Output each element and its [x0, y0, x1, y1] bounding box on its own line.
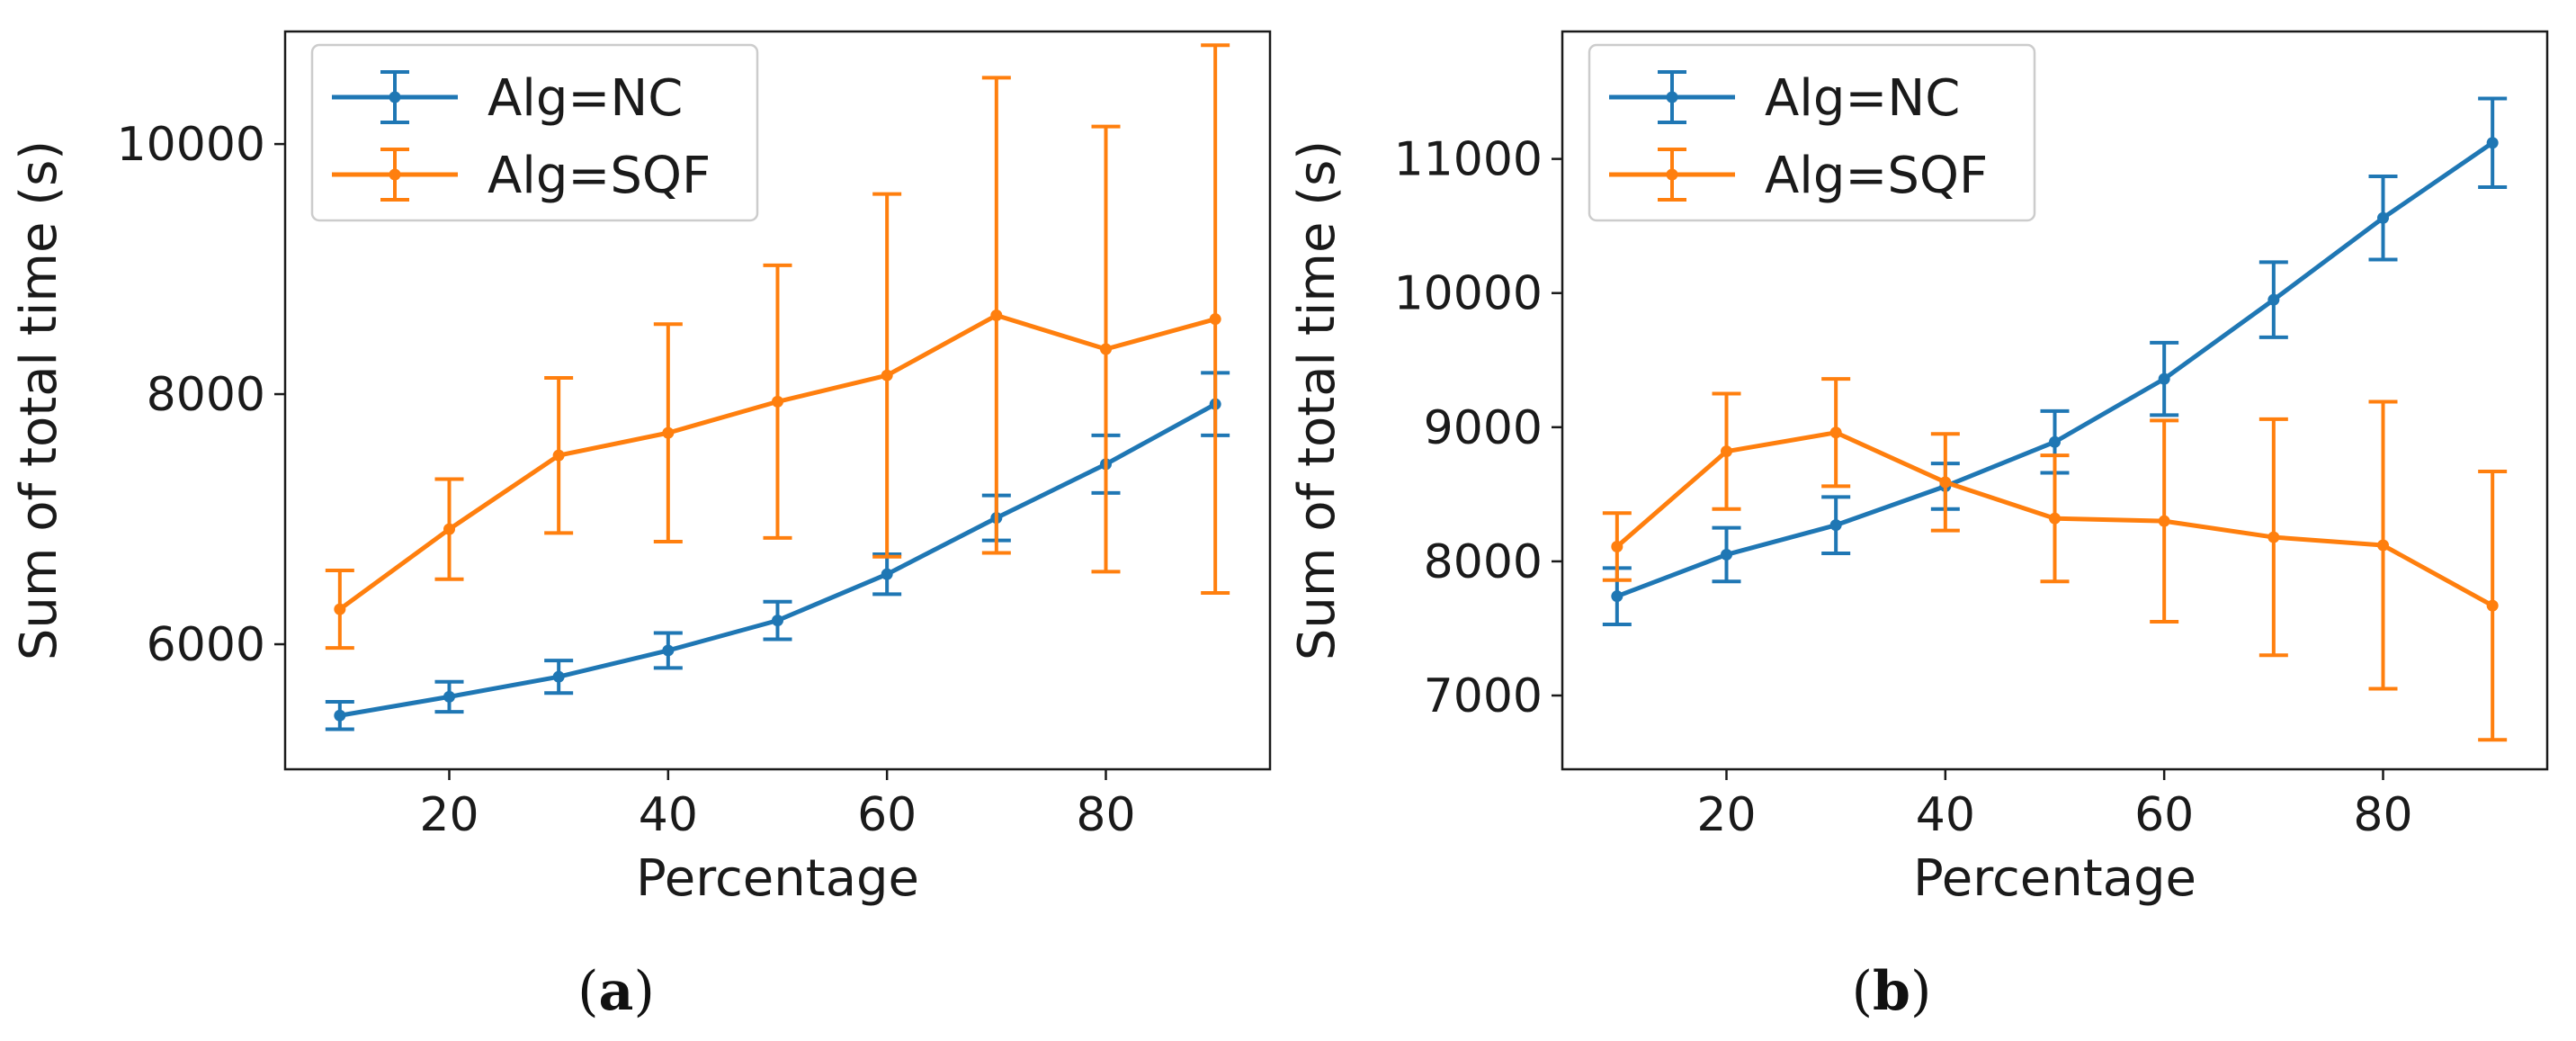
x-tick-label: 40	[639, 788, 698, 842]
plot-frame	[1561, 30, 2549, 771]
data-point	[662, 426, 675, 439]
panel-caption-letter: b	[1873, 960, 1910, 1023]
chart-panel-b: 20 40 60 80 7000 8000 9000 10000 11000 Percentage…	[1288, 30, 2549, 1023]
legend-marker	[1666, 91, 1678, 103]
legend-item: Alg=SQF	[1609, 147, 1988, 205]
data-point	[1611, 590, 1623, 603]
legend-item: Alg=SQF	[332, 147, 711, 205]
data-point	[334, 603, 346, 615]
data-point	[2158, 515, 2170, 527]
data-point	[2377, 211, 2389, 224]
data-point	[2049, 512, 2061, 525]
legend-label: Alg=SQF	[1765, 147, 1988, 205]
y-tick-label: 9000	[1424, 401, 1543, 455]
data-point	[443, 690, 455, 703]
data-point	[1611, 541, 1623, 553]
series-alg-sqf	[325, 43, 1230, 651]
panel-caption: (a)	[577, 960, 655, 1023]
chart-panel-a: 20 40 60 80 6000 8000 10000 Percentage Sum of to…	[10, 30, 1272, 1023]
data-point	[2158, 372, 2170, 385]
x-tick-label: 60	[2134, 788, 2194, 842]
legend-item: Alg=NC	[1609, 69, 1960, 128]
legend-marker	[389, 91, 401, 103]
data-point	[2267, 531, 2280, 543]
y-axis-label: Sum of total time (s)	[10, 140, 68, 660]
series-alg-nc	[325, 371, 1230, 731]
y-tick-label: 8000	[147, 368, 265, 422]
plot-frame	[283, 30, 1272, 771]
data-point	[552, 449, 565, 462]
data-point	[2267, 293, 2280, 306]
data-point	[2377, 539, 2389, 552]
data-point	[2486, 137, 2499, 149]
legend-item: Alg=NC	[332, 69, 683, 128]
legend-marker	[1666, 168, 1678, 181]
data-point	[990, 309, 1003, 321]
data-point	[772, 615, 783, 627]
x-tick-label: 40	[1916, 788, 1975, 842]
data-point	[443, 523, 455, 535]
y-tick-label: 6000	[147, 618, 265, 672]
y-tick-label: 11000	[1394, 133, 1543, 187]
y-tick-label: 10000	[1394, 267, 1543, 321]
legend-label: Alg=NC	[487, 69, 683, 128]
y-tick-label: 10000	[117, 118, 265, 172]
data-point	[772, 395, 783, 408]
data-point	[1829, 519, 1842, 532]
x-tick-label: 80	[2353, 788, 2412, 842]
x-tick-label: 80	[1076, 788, 1135, 842]
y-tick-label: 7000	[1424, 669, 1543, 723]
data-point	[1939, 476, 1952, 489]
data-point	[1209, 313, 1221, 326]
data-point	[1829, 426, 1842, 439]
data-point	[552, 670, 565, 683]
legend: Alg=NC Alg=SQF	[310, 43, 759, 222]
data-point	[2486, 599, 2499, 612]
y-axis-label: Sum of total time (s)	[1288, 140, 1346, 660]
legend: Alg=NC Alg=SQF	[1588, 43, 2036, 222]
x-axis-label: Percentage	[1913, 849, 2196, 908]
y-tick-label: 8000	[1424, 535, 1543, 589]
legend-label: Alg=NC	[1765, 69, 1960, 128]
data-point	[881, 568, 893, 580]
x-axis-label: Percentage	[636, 849, 919, 908]
x-tick-label: 20	[419, 788, 479, 842]
data-point	[1100, 343, 1112, 355]
x-tick-label: 20	[1696, 788, 1756, 842]
panel-caption-letter: a	[599, 960, 634, 1023]
data-point	[2049, 435, 2061, 448]
data-point	[662, 644, 675, 657]
series-alg-sqf	[1602, 377, 2508, 742]
data-point	[1721, 548, 1732, 561]
data-point	[1721, 445, 1732, 458]
legend-label: Alg=SQF	[487, 147, 711, 205]
data-point	[881, 369, 893, 381]
data-point	[334, 709, 346, 722]
panel-caption: (b)	[1852, 960, 1932, 1023]
x-tick-label: 60	[857, 788, 917, 842]
legend-marker	[389, 168, 401, 181]
